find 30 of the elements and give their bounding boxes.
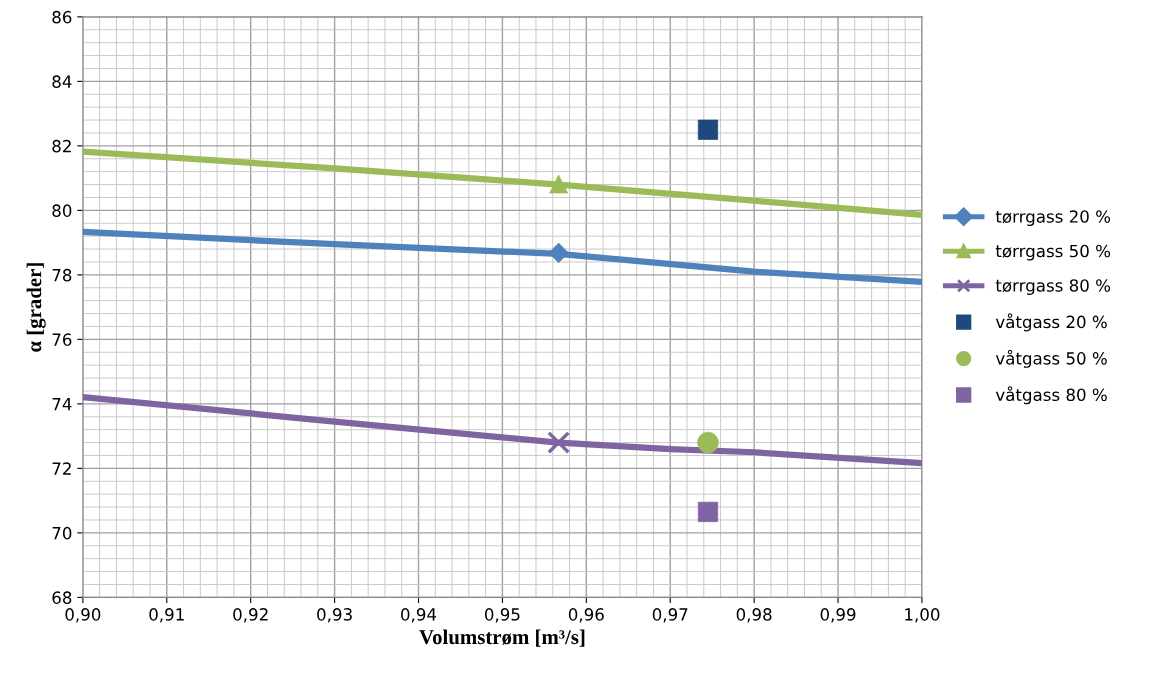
y-axis-title: α [grader] [26, 263, 46, 352]
y-tick-label: 82 [52, 139, 71, 153]
y-tick-label: 72 [52, 462, 71, 475]
x-tick-label: 0,96 [568, 608, 604, 623]
legend-label: våtgass 50 % [995, 349, 1107, 368]
x-tick-label: 0,92 [233, 608, 268, 623]
y-tick-label: 70 [52, 526, 72, 540]
x-tick-label: 1,00 [905, 608, 940, 623]
point [547, 431, 571, 455]
y-tick-label: 68 [52, 591, 72, 604]
x-tick-label: 0,99 [820, 608, 856, 623]
legend-label: tørrgass 50 % [995, 244, 1111, 261]
x-tick-label: 0,91 [149, 608, 184, 623]
x-tick-label: 0,90 [65, 608, 101, 623]
y-tick-label: 74 [52, 398, 72, 411]
x-tick-label: 0,98 [736, 608, 772, 623]
x-tick-label: 0,95 [484, 608, 520, 623]
x-tick-label: 0,93 [317, 608, 352, 623]
x-axis-title: Volumstrøm [m³/s] [419, 629, 585, 647]
y-tick-label: 78 [52, 268, 72, 282]
legend-label: våtgass 80 % [995, 386, 1107, 405]
legend-label: våtgass 20 % [995, 313, 1107, 332]
y-tick-label: 86 [52, 10, 72, 24]
x-tick-label: 0,97 [652, 608, 688, 623]
legend-label: tørrgass 80 % [995, 279, 1111, 296]
x-tick-label: 0,94 [401, 608, 437, 623]
legend-label: tørrgass 20 % [995, 210, 1111, 227]
y-tick-label: 84 [52, 75, 72, 88]
y-tick-label: 76 [52, 333, 72, 346]
y-tick-label: 80 [52, 204, 72, 217]
